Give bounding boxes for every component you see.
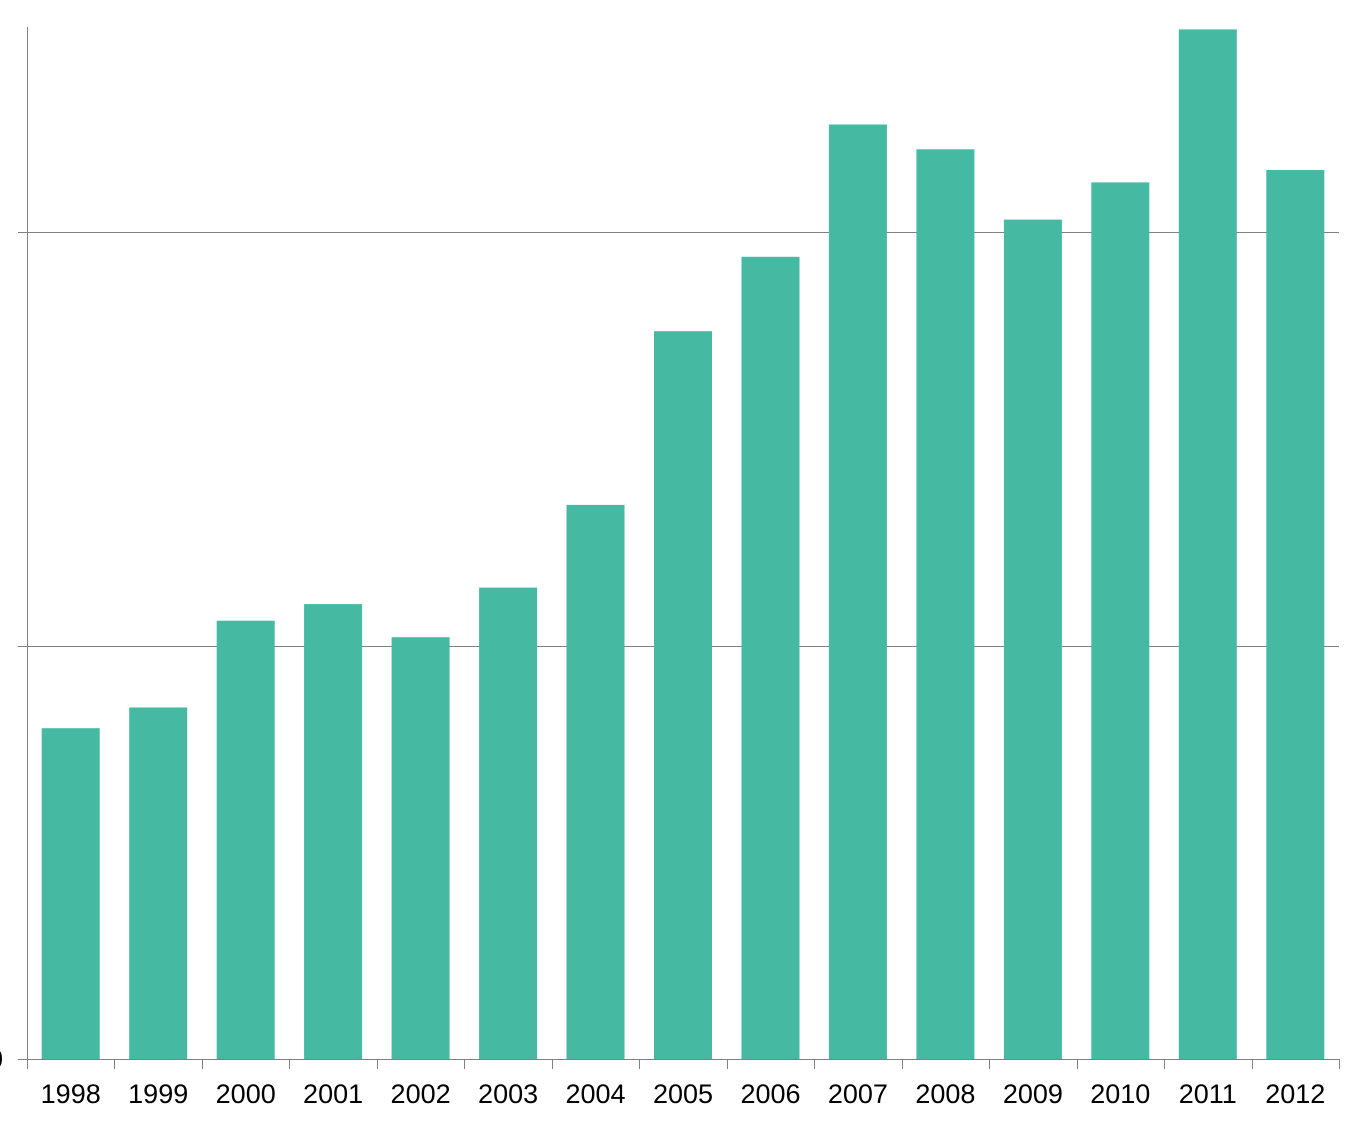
bar-2006 [741, 256, 800, 1059]
y-axis-tick-labels: 0 [0, 1044, 3, 1074]
bar-2007 [828, 124, 887, 1059]
bar-1998 [41, 728, 100, 1059]
x-tick-label: 2003 [478, 1079, 538, 1109]
bar-2009 [1003, 219, 1062, 1060]
bar-2012 [1266, 170, 1325, 1059]
bar-2005 [654, 331, 712, 1059]
x-tick-label: 2001 [303, 1079, 363, 1109]
x-tick-label: 2006 [740, 1079, 800, 1109]
x-axis-tick-marks [27, 1059, 1340, 1069]
x-tick-label: 2005 [653, 1079, 713, 1109]
x-tick-label: 2012 [1265, 1079, 1325, 1109]
x-tick-label: 2010 [1090, 1079, 1150, 1109]
x-axis-tick-labels: 1998 1999 2000 2001 2002 2003 2004 2005 2006 2007… [41, 1079, 1326, 1109]
bar-2011 [1178, 29, 1237, 1059]
x-tick-label: 1998 [41, 1079, 101, 1109]
bar-2000 [216, 620, 275, 1059]
x-tick-label: 2004 [565, 1079, 625, 1109]
bar-2002 [391, 637, 450, 1059]
x-tick-label: 1999 [128, 1079, 188, 1109]
y-tick-label: 0 [0, 1044, 3, 1074]
x-tick-label: 2011 [1179, 1079, 1237, 1109]
x-tick-label: 2009 [1003, 1079, 1063, 1109]
bars [41, 29, 1325, 1060]
bar-1999 [129, 707, 188, 1059]
bar-2003 [479, 587, 538, 1059]
x-tick-label: 2007 [828, 1079, 888, 1109]
bar-2008 [916, 149, 975, 1060]
bar-2004 [566, 504, 625, 1059]
x-tick-label: 2008 [915, 1079, 975, 1109]
x-tick-label: 2002 [391, 1079, 451, 1109]
bar-2001 [304, 604, 363, 1059]
x-tick-label: 2000 [216, 1079, 276, 1109]
bar-2010 [1091, 182, 1150, 1059]
axes [18, 27, 1339, 1060]
